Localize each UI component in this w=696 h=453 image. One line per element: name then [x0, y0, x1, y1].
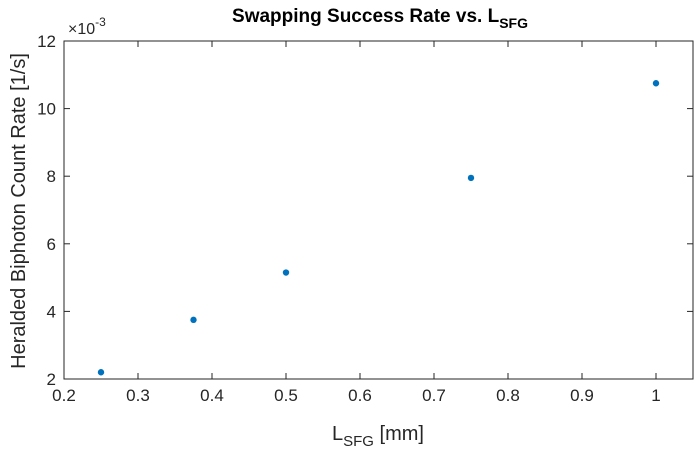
x-tick-label: 1 [651, 386, 660, 405]
data-point [652, 80, 660, 87]
y-tick-label: 10 [37, 100, 56, 119]
data-points [97, 80, 660, 376]
y-tick-label: 6 [47, 235, 56, 254]
y-axis-exponent: ×10-3 [68, 15, 106, 38]
x-axis-label: LSFG [mm] [332, 423, 424, 450]
y-tick-label: 12 [37, 32, 56, 51]
x-tick-label: 0.3 [126, 386, 150, 405]
x-axis: 0.2 0.3 0.4 0.5 0.6 0.7 0.8 0.9 1 [52, 41, 661, 405]
x-tick-label: 0.5 [274, 386, 298, 405]
x-tick-label: 0.9 [570, 386, 594, 405]
data-point [97, 369, 105, 376]
axes-box [63, 40, 694, 380]
y-tick-label: 4 [47, 302, 56, 321]
plot-area: 0.2 0.3 0.4 0.5 0.6 0.7 0.8 0.9 1 2 4 6 8 10 12 [37, 32, 694, 405]
x-tick-label: 0.4 [200, 386, 224, 405]
data-point [467, 174, 475, 182]
y-tick-label: 2 [47, 370, 56, 389]
x-tick-label: 0.2 [52, 386, 76, 405]
data-point [190, 316, 197, 324]
x-tick-label: 0.8 [496, 386, 520, 405]
y-axis: 2 4 6 8 10 12 [37, 32, 693, 389]
x-tick-label: 0.6 [348, 386, 372, 405]
chart-title: Swapping Success Rate vs. LSFG [232, 6, 528, 31]
data-point [282, 269, 290, 276]
x-tick-label: 0.7 [422, 386, 446, 405]
y-axis-label: Heralded Biphoton Count Rate [1/s] [8, 53, 30, 369]
y-tick-label: 8 [47, 167, 56, 186]
